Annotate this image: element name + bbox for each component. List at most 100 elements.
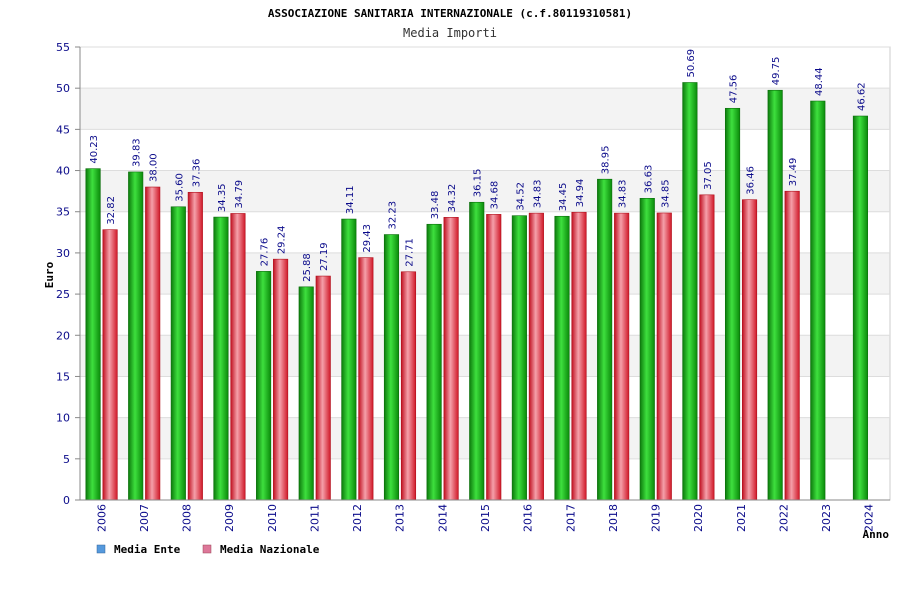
bar-media-ente-2006	[85, 168, 101, 501]
data-label-media-ente-2013: 32.23	[387, 201, 398, 230]
bar-media-nazionale-2021	[741, 199, 758, 501]
bar-media-ente-2008	[170, 206, 186, 501]
bar-media-nazionale-2016	[528, 212, 544, 501]
x-tick-label-2017: 2017	[564, 504, 577, 532]
data-labels: 40.23 32.82 39.83 38.00 35.60 37.36 34.35 34.79…	[89, 49, 867, 282]
bar-media-ente-2020	[682, 82, 698, 501]
bar-media-nazionale-2013	[400, 271, 417, 501]
x-tick-label-2022: 2022	[777, 504, 790, 532]
bar-media-nazionale-2017	[571, 211, 587, 501]
data-label-media-nazionale-2014: 34.32	[447, 184, 458, 213]
y-tick-label: 0	[63, 494, 70, 507]
bar-media-ente-2011	[298, 286, 314, 501]
x-tick-label-2015: 2015	[479, 504, 492, 532]
data-label-media-nazionale-2017: 34.94	[575, 179, 586, 208]
data-label-media-nazionale-2007: 38.00	[149, 153, 160, 182]
bar-media-ente-2021	[724, 107, 741, 501]
legend-label-media-ente: Media Ente	[114, 543, 181, 556]
data-label-media-nazionale-2020: 37.05	[703, 161, 714, 190]
data-label-media-nazionale-2006: 32.82	[106, 196, 117, 225]
legend-swatch-media-ente	[96, 544, 106, 554]
bar-media-nazionale-2014	[443, 217, 459, 501]
bar-media-nazionale-2007	[145, 186, 161, 501]
data-label-media-ente-2022: 49.75	[771, 57, 782, 86]
bar-media-ente-2022	[767, 89, 783, 501]
y-tick-label: 10	[56, 412, 70, 425]
data-label-media-ente-2017: 34.45	[558, 183, 569, 212]
y-tick-label: 15	[56, 370, 70, 383]
data-label-media-nazionale-2011: 27.19	[319, 242, 330, 271]
data-label-media-ente-2023: 48.44	[814, 67, 825, 96]
bar-media-ente-2010	[256, 271, 272, 501]
bar-media-ente-2019	[639, 198, 655, 501]
x-tick-label-2021: 2021	[735, 504, 748, 532]
data-label-media-ente-2014: 33.48	[430, 191, 441, 220]
y-tick-label: 55	[56, 41, 70, 54]
data-label-media-nazionale-2021: 36.46	[746, 166, 757, 195]
data-label-media-ente-2015: 36.15	[473, 169, 484, 198]
legend-label-media-nazionale: Media Nazionale	[220, 543, 320, 556]
x-axis-label: Anno	[863, 528, 890, 541]
data-label-media-ente-2021: 47.56	[729, 75, 740, 104]
x-tick-label-2024: 2024	[863, 504, 876, 532]
x-tick-label-2011: 2011	[308, 504, 321, 532]
data-label-media-ente-2019: 36.63	[643, 165, 654, 194]
bar-media-nazionale-2022	[784, 190, 800, 501]
plot-band	[80, 129, 890, 171]
y-axis: 0 5 10 15 20 25 30 35 40 45 50 55	[56, 41, 81, 507]
bar-media-ente-2013	[383, 234, 400, 501]
x-tick-label-2007: 2007	[138, 504, 151, 532]
bars	[85, 82, 868, 501]
x-tick-label-2018: 2018	[607, 504, 620, 532]
bar-media-ente-2014	[426, 223, 442, 501]
bar-media-nazionale-2012	[358, 257, 374, 501]
data-label-media-ente-2009: 34.35	[217, 183, 228, 212]
y-tick-label: 40	[56, 165, 70, 178]
bar-media-ente-2017	[554, 215, 570, 501]
bar-media-ente-2015	[469, 201, 485, 501]
bar-media-nazionale-2006	[102, 229, 118, 501]
x-axis: 2006 2007 2008 2009 2010 2011 2012 2013 2014 2015…	[80, 499, 890, 532]
x-tick-label-2012: 2012	[351, 504, 364, 532]
x-tick-label-2023: 2023	[820, 504, 833, 532]
data-label-media-nazionale-2022: 37.49	[788, 158, 799, 187]
y-tick-label: 45	[56, 123, 70, 136]
data-label-media-nazionale-2012: 29.43	[362, 224, 373, 253]
chart-subtitle: Media Importi	[403, 26, 497, 40]
y-tick-label: 50	[56, 82, 70, 95]
data-label-media-ente-2010: 27.76	[260, 238, 271, 267]
plot-band	[80, 47, 890, 89]
data-label-media-nazionale-2009: 34.79	[234, 180, 245, 209]
x-tick-label-2009: 2009	[223, 504, 236, 532]
x-tick-label-2013: 2013	[394, 504, 407, 532]
x-tick-label-2006: 2006	[95, 504, 108, 532]
x-tick-label-2008: 2008	[181, 504, 194, 532]
data-label-media-nazionale-2010: 29.24	[277, 226, 288, 255]
bar-media-nazionale-2020	[699, 194, 715, 501]
y-tick-label: 25	[56, 288, 70, 301]
bar-media-ente-2016	[511, 215, 527, 501]
bar-media-nazionale-2011	[315, 275, 331, 501]
data-label-media-nazionale-2015: 34.68	[490, 181, 501, 210]
plot-band	[80, 88, 890, 130]
bar-media-ente-2012	[341, 218, 357, 501]
data-label-media-ente-2008: 35.60	[174, 173, 185, 202]
bar-media-ente-2018	[597, 178, 613, 501]
data-label-media-nazionale-2008: 37.36	[191, 159, 202, 188]
bar-media-nazionale-2018	[614, 212, 630, 501]
bar-media-ente-2023	[810, 100, 826, 501]
x-tick-label-2019: 2019	[650, 504, 663, 532]
data-label-media-ente-2012: 34.11	[345, 185, 356, 214]
y-axis-label: Euro	[43, 261, 56, 288]
legend-swatch-media-nazionale	[202, 544, 212, 554]
x-tick-label-2020: 2020	[692, 504, 705, 532]
data-label-media-nazionale-2019: 34.85	[660, 179, 671, 208]
y-tick-label: 35	[56, 206, 70, 219]
y-tick-label: 20	[56, 329, 70, 342]
bar-media-ente-2009	[213, 216, 229, 501]
bar-media-nazionale-2019	[656, 212, 672, 501]
chart-title: ASSOCIAZIONE SANITARIA INTERNAZIONALE (c…	[268, 7, 632, 20]
data-label-media-ente-2020: 50.69	[686, 49, 697, 78]
data-label-media-ente-2011: 25.88	[302, 253, 313, 282]
